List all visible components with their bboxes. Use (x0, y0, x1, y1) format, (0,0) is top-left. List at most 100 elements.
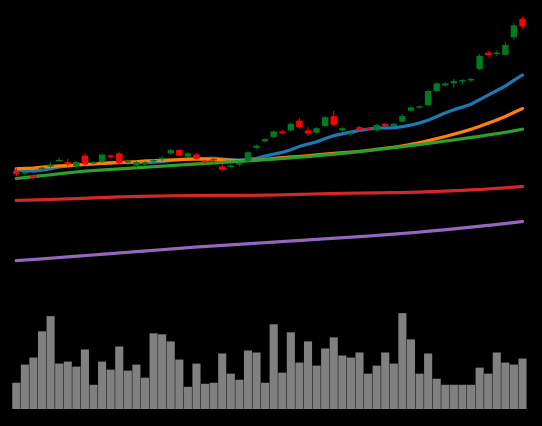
candle-body (30, 175, 37, 178)
volume-bar (243, 350, 252, 409)
candle (55, 157, 63, 163)
candle (270, 130, 277, 139)
candle-body (296, 120, 303, 128)
candle (442, 82, 449, 87)
volume-bar (278, 372, 287, 409)
candle-body (90, 162, 97, 164)
volume-bar (312, 365, 321, 409)
candle-body (347, 132, 355, 135)
volume-bar (295, 362, 304, 409)
volume-bar (123, 370, 132, 409)
volume-bar (509, 364, 518, 409)
volume-bar (132, 364, 141, 409)
candle (253, 144, 260, 149)
candle-body (47, 164, 54, 167)
candle (219, 164, 226, 171)
candle (141, 161, 149, 166)
candle (21, 170, 29, 176)
candle (347, 131, 355, 136)
volume-bar (303, 341, 313, 409)
moving-average-line (14, 184, 525, 203)
volume-bar (192, 363, 201, 409)
candle (313, 127, 320, 134)
volume-bar (389, 363, 398, 409)
candle (390, 122, 398, 128)
candle-body (433, 83, 440, 91)
candle (13, 167, 20, 177)
candle (399, 113, 406, 123)
candle-body (493, 52, 500, 55)
candle-body (150, 159, 157, 162)
candle (459, 78, 466, 85)
candle (279, 129, 286, 134)
candle (38, 166, 46, 171)
candle-body (158, 157, 166, 160)
candle (519, 16, 526, 29)
candle-body (382, 123, 389, 126)
candle (493, 50, 500, 56)
candle (184, 152, 192, 158)
candle-body (116, 153, 123, 164)
volume-bar (321, 348, 330, 409)
candle-body (253, 145, 260, 148)
volume-bar (72, 366, 81, 409)
volume-bar (441, 384, 450, 409)
moving-average-lines (14, 73, 525, 263)
candle-body (356, 127, 363, 131)
candle (124, 159, 132, 166)
volume-bar (175, 359, 184, 409)
volume-bar (458, 384, 467, 409)
candle-body (373, 124, 380, 131)
candle-body (133, 162, 140, 166)
candle (330, 110, 337, 126)
volume-bar (364, 373, 373, 409)
candle-body (184, 153, 192, 157)
candle (476, 53, 483, 71)
candle-body (55, 159, 63, 162)
candle-body (201, 161, 209, 163)
candle-body (399, 116, 406, 122)
candle (81, 153, 89, 167)
candle-body (124, 161, 132, 163)
volume-bar (89, 384, 98, 409)
candle-body (73, 162, 80, 167)
candle (167, 148, 174, 155)
volume-bar (140, 377, 150, 409)
volume-bar (475, 367, 484, 409)
volume-bar (261, 382, 270, 409)
volume-bar (12, 382, 21, 409)
candle-body (270, 131, 277, 137)
volume-bar (209, 382, 218, 409)
volume-bar (55, 363, 64, 409)
candle (90, 161, 97, 165)
volume-bar (106, 369, 115, 409)
volume-bar (492, 352, 501, 409)
volume-bar (80, 349, 89, 409)
candle (287, 122, 295, 132)
candle (30, 174, 37, 180)
candle-body (476, 55, 483, 70)
candle-body (167, 150, 174, 154)
candle (407, 106, 415, 112)
volume-bar (115, 346, 124, 409)
candle (261, 138, 269, 143)
candle (510, 23, 518, 40)
candle-body (64, 162, 71, 165)
candle (193, 153, 200, 160)
candle-body (141, 162, 149, 165)
volume-bar (424, 353, 433, 409)
volume-bar (372, 365, 381, 409)
candle-body (98, 154, 106, 163)
candle (467, 77, 475, 83)
candle-body (210, 158, 217, 161)
candle (116, 152, 123, 165)
volume-bar (269, 324, 278, 409)
volume-bar (183, 386, 192, 409)
candle-body (364, 128, 372, 130)
candle-body (416, 106, 423, 108)
candle (364, 127, 372, 131)
candle-body (38, 167, 46, 170)
candle-body (81, 155, 89, 165)
candle (150, 158, 157, 164)
